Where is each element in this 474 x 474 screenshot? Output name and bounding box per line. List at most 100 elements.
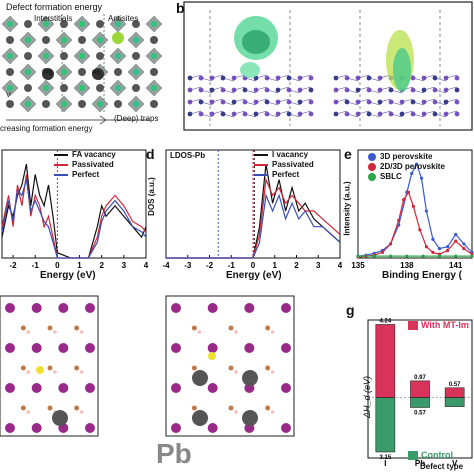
lead-atom <box>96 20 104 28</box>
plot-frame <box>357 149 473 259</box>
panel-d-label: d <box>146 146 155 162</box>
lead-atom <box>24 84 32 92</box>
lead-atom <box>114 100 122 108</box>
lead-atom <box>132 84 140 92</box>
iodine-atom <box>207 303 218 313</box>
hydrogen-atom <box>197 330 202 334</box>
panel-e-label: e <box>344 146 352 162</box>
slab-bond <box>412 89 425 94</box>
x-tick-label: -3 <box>184 261 192 270</box>
slab-bond <box>244 101 257 106</box>
slab-bond <box>233 98 246 103</box>
iodine-atom <box>115 53 121 59</box>
site-pb-label: Pb <box>44 70 53 77</box>
dos-chart-c: -2 -1 0 1 2 3 4 <box>1 149 149 270</box>
organic-atom <box>265 405 271 411</box>
data-point <box>470 254 474 258</box>
slab-bond <box>255 110 268 115</box>
iodine-atom <box>79 53 85 59</box>
hydrogen-atom <box>79 370 84 374</box>
iodine-atom <box>207 343 218 353</box>
slab-bond <box>412 113 425 118</box>
chart-e-xlabel: Binding Energy ( <box>382 270 462 281</box>
plot-frame <box>367 319 473 459</box>
slab-bond <box>434 101 447 106</box>
lead-atom <box>96 52 104 60</box>
iodine-atom <box>151 21 157 27</box>
lead-atom <box>78 68 86 76</box>
slab-bond <box>379 98 392 103</box>
data-point <box>454 239 458 243</box>
organic-atom <box>228 365 234 371</box>
slab-bond <box>390 89 403 94</box>
iodine-atom <box>25 69 31 75</box>
x-tick-label: 0 <box>251 261 256 270</box>
x-tick-label: 2 <box>99 261 104 270</box>
iodine-atom <box>79 85 85 91</box>
iodine-atom <box>244 343 255 353</box>
panel-b-label: b <box>176 0 185 16</box>
iodine-atom <box>58 343 69 353</box>
slab-bond <box>277 110 290 115</box>
slab-bond <box>288 89 301 94</box>
data-point <box>419 176 424 180</box>
legend-d-0: I vacancy <box>254 150 314 160</box>
slab-bond <box>189 86 202 91</box>
legend-e-1: 2D/3D perovskite <box>368 162 445 172</box>
data-point <box>402 198 406 202</box>
antisite-atom <box>112 32 124 44</box>
x-tick-label: 2 <box>294 261 299 270</box>
col-antisites-label: Antisites <box>108 14 139 23</box>
slab-atom <box>308 99 314 105</box>
iodine-atom <box>171 303 181 313</box>
iodine-atom <box>171 423 181 433</box>
slab-bond <box>335 98 348 103</box>
chart-e-ylabel: Intensity (a.u.) <box>342 181 352 236</box>
iodine-atom <box>5 343 15 353</box>
lead-atom <box>242 410 258 426</box>
chart-c-xlabel: Energy (eV) <box>40 270 96 281</box>
iodine-atom <box>115 85 121 91</box>
lead-atom <box>6 68 14 76</box>
slab-bond <box>335 74 348 79</box>
series-line <box>1 179 147 259</box>
data-point <box>356 254 360 258</box>
series-line <box>166 193 341 259</box>
slab-bond <box>423 110 436 115</box>
slab-bond <box>277 74 290 79</box>
bar <box>410 397 430 408</box>
iodine-atom <box>151 85 157 91</box>
x-tick-label: 4 <box>338 261 342 270</box>
data-point <box>415 162 419 166</box>
x-tick-label: 4 <box>144 261 149 270</box>
hydrogen-atom <box>234 410 238 414</box>
organic-atom <box>74 365 80 371</box>
iodine-atom <box>31 423 42 433</box>
slab-bond <box>346 113 359 118</box>
slab-bond <box>368 89 381 94</box>
hydrogen-atom <box>234 330 238 334</box>
bar-value-label: 0.57 <box>449 382 461 388</box>
organic-atom <box>228 405 234 411</box>
lead-atom <box>96 84 104 92</box>
data-point <box>454 232 458 237</box>
x-tick-label: -1 <box>228 261 236 270</box>
data-point <box>431 250 435 254</box>
lead-atom <box>6 36 14 44</box>
bar-value-label: 0.97 <box>414 375 426 381</box>
hydrogen-atom <box>53 330 57 334</box>
slab-bond <box>357 110 370 115</box>
bar <box>375 397 396 453</box>
iodine-atom <box>281 383 291 393</box>
series-line <box>1 163 147 259</box>
lead-atom <box>150 100 158 108</box>
data-point <box>445 248 450 253</box>
data-point <box>405 254 409 258</box>
slab-bond <box>357 86 370 91</box>
x-tick-label: 138 <box>400 261 414 270</box>
lead-atom <box>78 36 86 44</box>
legend-d-1: Passivated <box>254 160 314 170</box>
slab-bond <box>390 113 403 118</box>
iodine-atom <box>61 69 67 75</box>
hydrogen-atom <box>26 330 31 334</box>
